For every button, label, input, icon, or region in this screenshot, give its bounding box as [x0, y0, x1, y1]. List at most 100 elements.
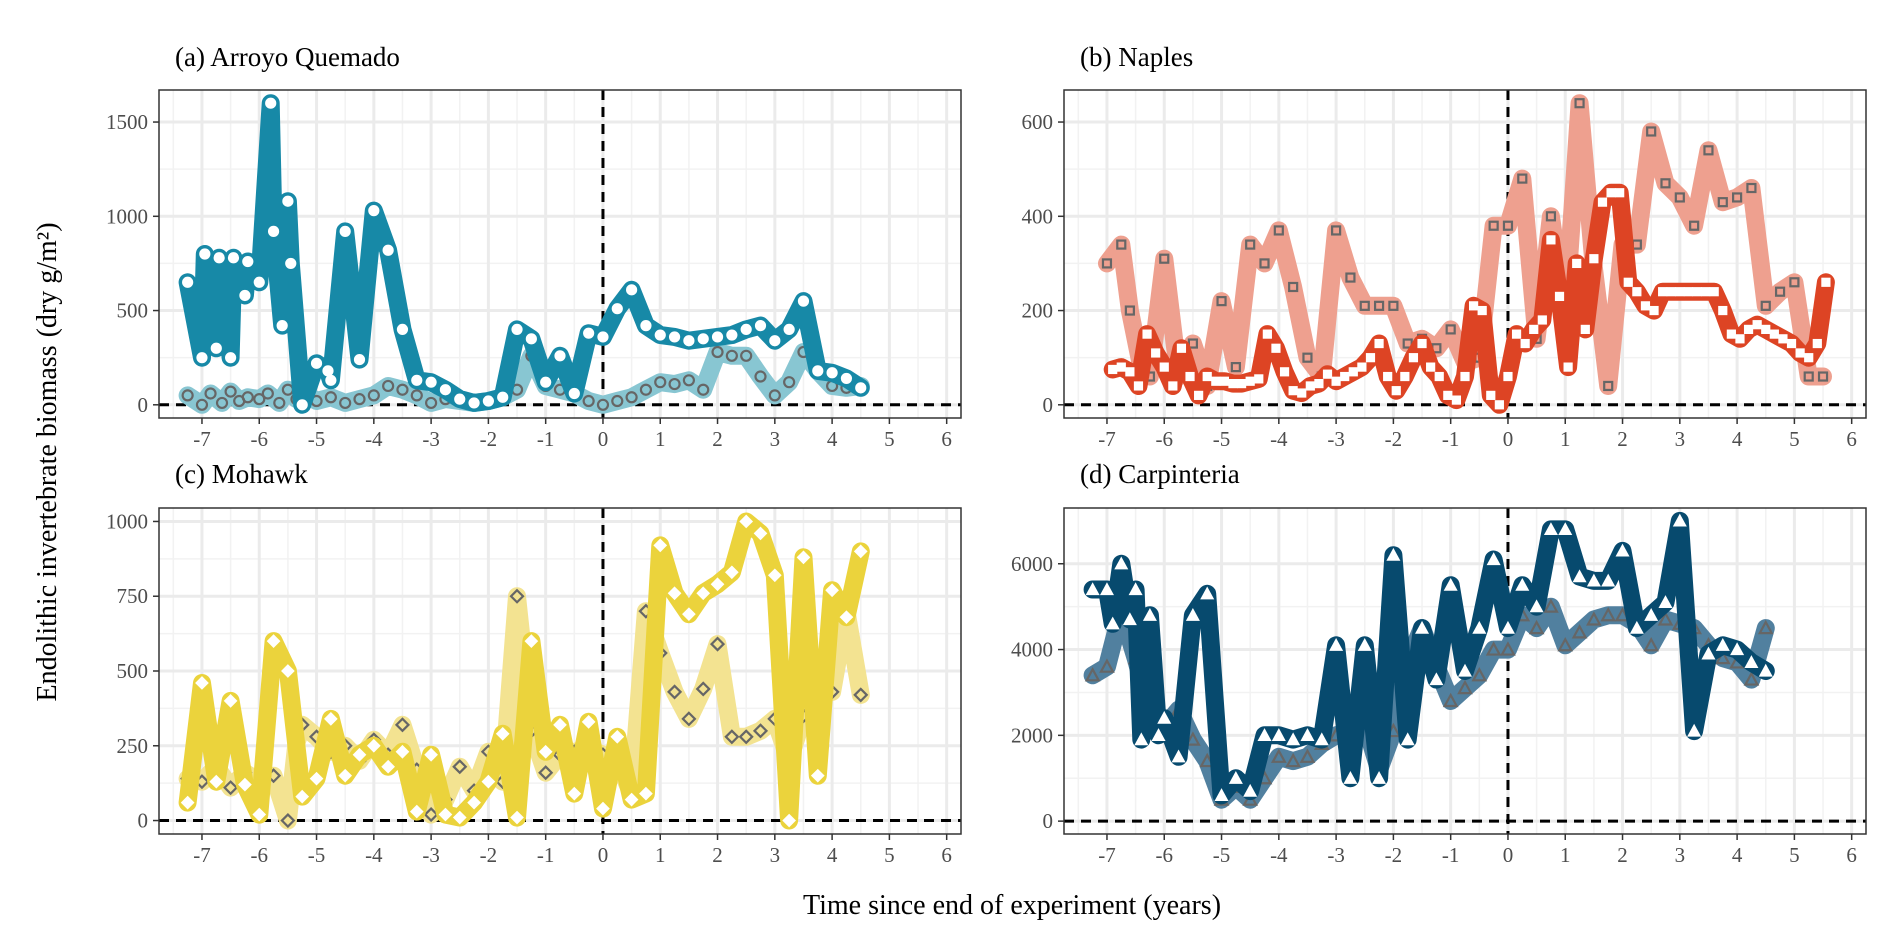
- data-point-diamond: [681, 711, 697, 727]
- data-point-circle: [439, 384, 452, 396]
- x-tick-label: 6: [1846, 427, 1857, 451]
- data-point-circle: [511, 323, 523, 336]
- data-point-diamond: [839, 610, 854, 625]
- y-tick-label: 200: [1022, 299, 1054, 323]
- data-point-triangle: [1586, 573, 1601, 587]
- data-point-square: [1348, 367, 1358, 377]
- data-point-square: [1774, 286, 1786, 297]
- x-tick-label: -1: [1442, 843, 1460, 867]
- data-point-square: [1445, 324, 1456, 335]
- x-tick-label: -5: [1213, 843, 1231, 867]
- data-point-diamond: [452, 810, 467, 825]
- data-point-square: [1623, 277, 1633, 287]
- data-point-square: [1273, 225, 1284, 236]
- data-point-square: [1125, 367, 1135, 377]
- data-point-diamond: [252, 807, 267, 822]
- data-point-triangle: [1543, 598, 1559, 613]
- data-point-square: [1486, 390, 1496, 400]
- data-point-square: [1383, 371, 1393, 382]
- series-line-treatment: [1083, 511, 1775, 805]
- data-point-triangle: [1228, 770, 1243, 784]
- data-point-diamond: [696, 586, 711, 601]
- data-point-square: [1216, 296, 1227, 307]
- data-point-circle: [768, 389, 781, 402]
- data-point-square: [1649, 305, 1659, 316]
- data-point-circle: [382, 379, 395, 393]
- data-point-circle: [740, 349, 753, 362]
- data-point-square: [1305, 381, 1315, 391]
- data-point-diamond: [424, 747, 438, 762]
- x-tick-label: 3: [770, 427, 781, 451]
- x-tick-label: 4: [1732, 843, 1743, 867]
- data-point-circle: [697, 333, 709, 345]
- data-point-square: [1769, 329, 1779, 339]
- data-point-diamond: [409, 804, 424, 819]
- panel-title: (b) Naples: [1080, 42, 1193, 72]
- data-point-diamond: [381, 759, 395, 774]
- data-point-square: [1202, 371, 1212, 382]
- data-point-circle: [239, 289, 251, 302]
- data-point-circle: [525, 333, 537, 345]
- data-point-square: [1357, 362, 1367, 372]
- x-tick-label: -5: [308, 843, 326, 867]
- data-point-triangle: [1128, 582, 1143, 596]
- data-point-triangle: [1730, 642, 1745, 656]
- data-point-circle: [568, 387, 580, 400]
- data-point-circle: [182, 276, 194, 288]
- data-point-circle: [769, 335, 781, 347]
- data-point-square: [1373, 300, 1385, 311]
- data-point-diamond: [538, 744, 553, 759]
- data-point-triangle: [1601, 573, 1616, 587]
- data-point-circle: [625, 391, 638, 404]
- data-point-square: [1752, 320, 1762, 330]
- data-point-square: [1211, 376, 1221, 386]
- data-point-triangle: [1571, 624, 1588, 639]
- data-point-circle: [583, 327, 595, 339]
- data-point-circle: [754, 370, 767, 383]
- y-tick-label: 4000: [1011, 638, 1053, 662]
- y-tick-label: 600: [1022, 110, 1054, 134]
- data-point-square: [1388, 300, 1399, 311]
- y-axis-title-unit: (dry g/m²): [32, 222, 63, 337]
- data-point-triangle: [1643, 636, 1660, 652]
- data-point-square: [1632, 287, 1642, 297]
- data-point-square: [1606, 188, 1616, 198]
- data-point-circle: [611, 303, 623, 315]
- x-axis-title: Time since end of experiment (years): [803, 890, 1221, 921]
- data-point-square: [1101, 258, 1113, 269]
- data-point-circle: [242, 255, 254, 268]
- x-tick-label: -3: [1327, 427, 1345, 451]
- x-tick-label: -6: [251, 427, 269, 451]
- data-point-circle: [540, 376, 552, 388]
- data-point-circle: [195, 398, 209, 411]
- x-tick-label: -7: [1098, 427, 1116, 451]
- data-point-triangle: [1099, 658, 1115, 673]
- data-point-circle: [296, 399, 308, 411]
- data-point-square: [1340, 371, 1350, 382]
- x-tick-label: 1: [1560, 427, 1571, 451]
- data-point-square: [1185, 371, 1195, 382]
- data-point-circle: [611, 394, 624, 408]
- data-point-circle: [454, 393, 466, 405]
- x-tick-label: -1: [537, 427, 555, 451]
- data-point-diamond: [596, 801, 610, 816]
- data-point-triangle: [1314, 732, 1329, 746]
- data-point-square: [1408, 353, 1419, 363]
- data-point-triangle: [1386, 547, 1401, 561]
- data-point-circle: [554, 350, 566, 362]
- x-tick-label: -7: [1098, 843, 1116, 867]
- data-point-square: [1666, 287, 1676, 297]
- data-point-circle: [639, 383, 653, 396]
- x-tick-label: 5: [884, 843, 895, 867]
- data-point-circle: [640, 320, 652, 332]
- panel-arroyo-quemado: (a) Arroyo Quemado -7 -6 -5 -4 -3 -2 -1 0 1 2 3 4 5 6…: [106, 42, 962, 451]
- data-point-square: [1700, 287, 1711, 297]
- data-point-triangle: [1400, 732, 1415, 746]
- data-point-triangle: [1105, 616, 1120, 630]
- y-tick-label: 500: [117, 659, 149, 683]
- data-point-square: [1717, 197, 1728, 208]
- data-point-square: [1821, 277, 1831, 287]
- data-point-square: [1646, 126, 1657, 137]
- data-point-diamond: [238, 777, 252, 792]
